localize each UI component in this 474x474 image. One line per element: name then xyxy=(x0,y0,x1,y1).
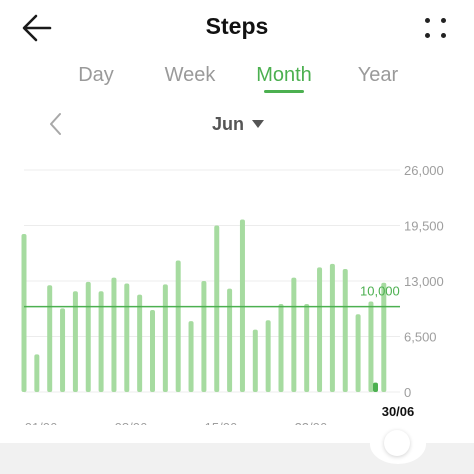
bar xyxy=(278,304,284,392)
bar xyxy=(111,277,117,392)
bar xyxy=(304,304,310,392)
caret-down-icon xyxy=(252,120,265,128)
goal-label: 10,000 xyxy=(360,284,400,299)
x-tick-label: 01/06 xyxy=(25,420,58,425)
bar xyxy=(85,281,91,392)
active-tab-indicator xyxy=(264,90,304,93)
x-tick-label: 15/06 xyxy=(205,420,238,425)
y-tick-label: 26,000 xyxy=(404,163,444,178)
month-label: Jun xyxy=(212,113,245,134)
x-tick-label: 22/06 xyxy=(295,420,328,425)
tab-month[interactable]: Month xyxy=(256,64,312,86)
tab-week[interactable]: Week xyxy=(164,64,216,86)
bar xyxy=(34,354,40,392)
bar xyxy=(252,329,258,392)
bar xyxy=(21,234,27,392)
bar xyxy=(355,314,361,392)
bar xyxy=(98,291,104,392)
tab-day[interactable]: Day xyxy=(78,64,114,86)
app-header: Steps xyxy=(0,0,474,56)
bar xyxy=(188,321,194,392)
bar xyxy=(214,225,220,392)
bar xyxy=(162,284,168,392)
steps-bar-chart: 26,000 19,500 13,000 6,500 0 10,000 01/06 08/06… xyxy=(21,163,444,425)
period-selector: Jun xyxy=(0,108,474,140)
bar xyxy=(239,219,245,392)
tab-year[interactable]: Year xyxy=(357,64,399,86)
bar xyxy=(368,301,374,392)
back-button[interactable] xyxy=(20,12,56,44)
page-title: Steps xyxy=(205,13,269,39)
bar xyxy=(150,310,155,392)
bar xyxy=(201,281,207,392)
y-tick-label: 13,000 xyxy=(404,274,444,289)
selected-day-label: 30/06 xyxy=(382,404,415,419)
bar xyxy=(381,282,387,392)
x-tick-label: 08/06 xyxy=(115,420,148,425)
bar xyxy=(265,320,271,392)
month-dropdown[interactable]: Jun xyxy=(212,112,265,136)
bar xyxy=(291,277,297,392)
bar xyxy=(60,308,66,392)
y-tick-label: 6,500 xyxy=(404,330,437,345)
previous-period-button[interactable] xyxy=(44,110,68,138)
bar xyxy=(47,285,53,392)
bar xyxy=(124,283,130,392)
bar xyxy=(72,291,78,392)
bar xyxy=(227,288,233,392)
y-tick-label: 19,500 xyxy=(404,219,444,234)
y-tick-label: 0 xyxy=(404,385,411,400)
arrow-left-icon xyxy=(22,14,52,42)
bar xyxy=(373,382,378,392)
scrubber-handle[interactable] xyxy=(384,430,410,456)
bar xyxy=(175,260,181,392)
bar xyxy=(329,263,335,392)
bar xyxy=(342,269,348,392)
bar xyxy=(137,294,143,392)
bar xyxy=(317,267,323,392)
chevron-left-icon xyxy=(50,113,61,135)
period-tabs: Day Week Month Year xyxy=(0,62,474,98)
more-options-button[interactable] xyxy=(422,14,450,42)
